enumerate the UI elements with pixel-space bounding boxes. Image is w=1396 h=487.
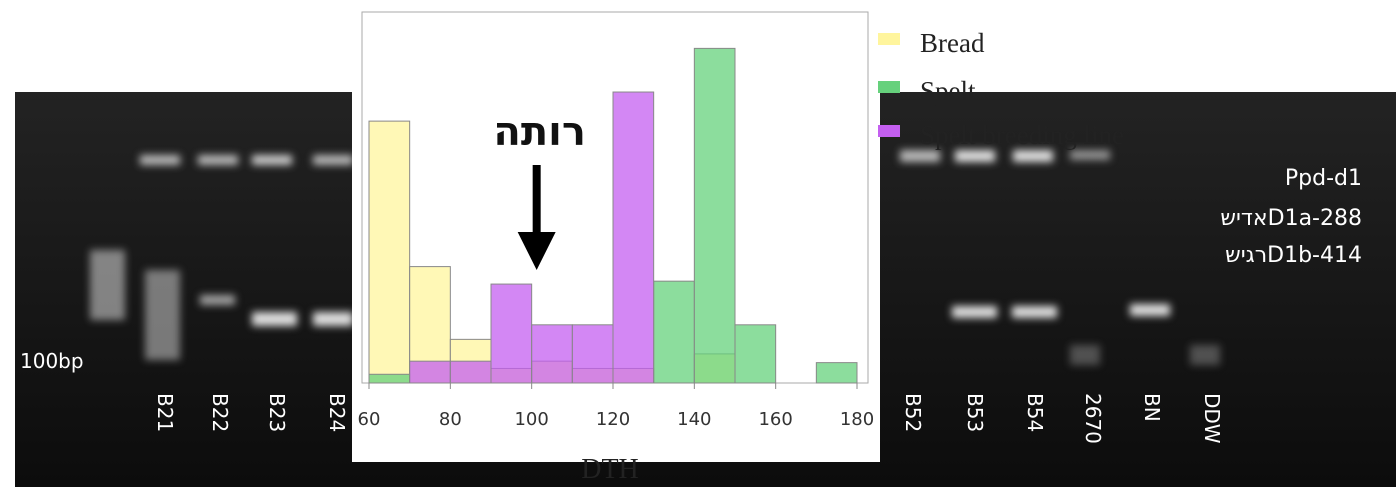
lane-label: B24 [325,393,349,432]
lane-label: B52 [901,393,925,432]
marker-label: 100bp [20,349,84,373]
bar [734,324,777,384]
bar [368,120,411,384]
lane-label: BN [1140,393,1164,422]
gene-label: אדישD1a-288 [1220,206,1362,231]
legend-swatch [878,33,900,45]
x-tick-label: 180 [840,409,874,430]
bar [653,280,695,384]
bar [693,47,736,384]
legend-label: Spelt [920,76,976,106]
annotation: רותה [493,109,586,155]
bar [368,373,411,384]
x-tick-label: 140 [677,409,711,430]
bar [571,324,614,384]
lane-label: B21 [153,393,177,432]
gel-bands [90,150,1220,365]
bar [409,360,451,384]
plot: 60 80 100 120 140 160 180 [358,47,874,430]
legend-swatch [878,81,900,93]
legend-swatch [878,125,900,137]
lane-label: B23 [265,393,289,432]
gene-label: Ppd-d1 [1285,166,1362,191]
arrow-head [517,232,556,270]
bar [531,324,573,384]
bar [612,91,655,384]
bar [815,362,858,384]
bar [449,360,492,384]
x-tick-label: 80 [439,409,462,430]
lane-label: B53 [963,393,987,432]
legend-label: Spelt breeding line [920,120,1124,150]
x-tick-label: 160 [758,409,792,430]
gene-label: רגישD1b-414 [1225,243,1362,268]
lane-label: 2670 [1081,393,1105,444]
lane-labels: B21 B22 B23 B24 B52 B53 B54 2670 BN DDW [153,393,1224,444]
lane-label: DDW [1200,393,1224,444]
x-tick-label: 100 [514,409,548,430]
x-tick-label: 60 [358,409,381,430]
legend-label: Bread [920,28,985,58]
x-axis-label: DTH [581,454,639,485]
gene-labels: Ppd-d1 אדישD1a-288 רגישD1b-414 [1220,166,1362,268]
lane-label: B22 [208,393,232,432]
bar [490,283,533,384]
lane-label: B54 [1023,393,1047,432]
x-tick-label: 120 [596,409,630,430]
